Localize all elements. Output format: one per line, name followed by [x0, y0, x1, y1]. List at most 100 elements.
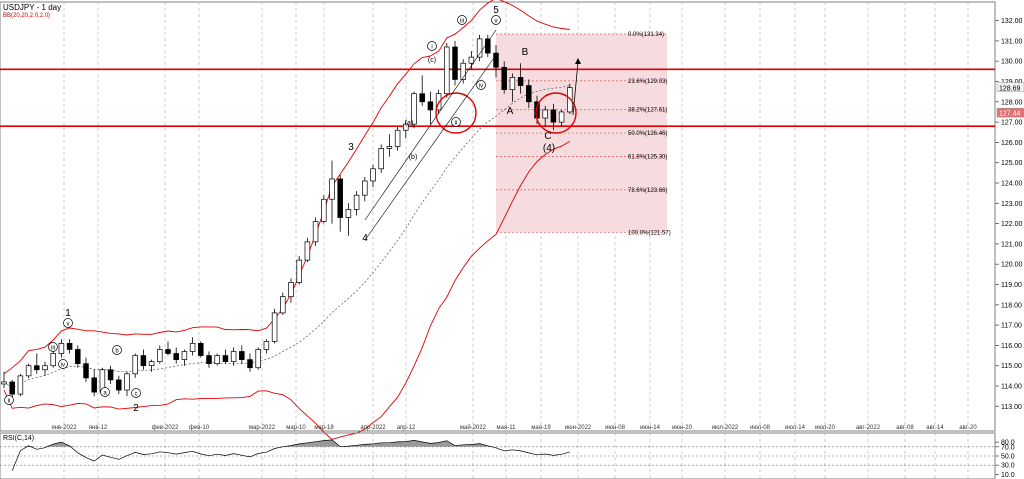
- candle-body: [476, 38, 483, 58]
- x-tick-label: июл-2022: [712, 425, 739, 431]
- candle-body: [427, 101, 434, 111]
- candle-body: [345, 209, 352, 218]
- x-tick-label: мая-11: [497, 425, 517, 431]
- y-tick-label: 122.00: [1001, 221, 1023, 228]
- price-label: 127.44: [999, 111, 1021, 118]
- fib-label: 0.0%(131.34): [628, 32, 664, 38]
- candle-body: [157, 349, 163, 362]
- candle-body: [460, 62, 466, 80]
- candle-body: [288, 282, 294, 298]
- x-tick-label: июл-14: [785, 425, 806, 431]
- wave-label: b: [115, 349, 119, 355]
- candle-body: [34, 365, 40, 371]
- candle-body: [230, 351, 237, 362]
- candle-body: [386, 146, 393, 149]
- y-tick-label: 124.00: [1001, 181, 1023, 188]
- candle-body: [173, 353, 179, 360]
- price-label: 128.69: [999, 85, 1021, 92]
- y-tick-label: 114.00: [1001, 384, 1022, 391]
- wave-label: iii: [51, 346, 55, 352]
- wave-label: 5: [493, 5, 499, 16]
- candle-body: [222, 355, 229, 362]
- x-tick-label: авг-2022: [856, 425, 881, 431]
- candle-body: [124, 373, 130, 391]
- wave-label-circle: [457, 15, 467, 25]
- rsi-tick-label: 30.0: [1001, 463, 1015, 470]
- y-tick-label: 113.00: [1001, 404, 1022, 411]
- candle-body: [329, 178, 335, 200]
- x-tick-label: апр-12: [397, 425, 416, 431]
- candle-body: [206, 355, 212, 365]
- candle-body: [214, 355, 220, 365]
- y-tick-label: 117.00: [1001, 323, 1022, 330]
- candle-body: [239, 351, 245, 360]
- wave-label-circle: [112, 345, 122, 355]
- fib-label: 38.2%(127.61): [628, 108, 667, 114]
- candle-body: [493, 52, 499, 68]
- candle-body: [468, 56, 475, 64]
- candle-body: [403, 123, 409, 131]
- fib-label: 100.0%(121.57): [628, 230, 671, 236]
- wave-label: v: [67, 322, 70, 328]
- x-tick-label: авг-20: [959, 425, 977, 431]
- x-tick-label: июн-20: [672, 425, 693, 431]
- y-tick-label: 125.00: [1001, 160, 1023, 167]
- wave-label: (a): [405, 120, 414, 127]
- rsi-tick-label: 70.0: [1001, 444, 1015, 451]
- candle-body: [485, 38, 491, 54]
- wave-label: iv: [479, 84, 483, 90]
- candle-body: [1, 381, 7, 385]
- rsi-title: RSI(C,14): [3, 435, 35, 442]
- highlight-circle: [435, 92, 477, 134]
- wave-label: ii: [455, 121, 458, 127]
- horizontal-levels: [0, 68, 995, 127]
- y-tick-label: 132.00: [1001, 18, 1023, 25]
- candle-body: [378, 148, 384, 170]
- candle-body: [312, 221, 319, 243]
- y-tick-label: 119.00: [1001, 282, 1022, 289]
- candle-body: [25, 365, 32, 377]
- wave-label-circle: [131, 388, 141, 398]
- candle-body: [165, 349, 171, 354]
- candle-body: [362, 180, 368, 196]
- y-tick-label: 120.00: [1001, 262, 1023, 269]
- price-label-box: [996, 82, 1024, 93]
- candle-body: [353, 194, 360, 210]
- x-tick-label: янв-2022: [51, 425, 77, 431]
- candle-body: [107, 369, 114, 381]
- candle-body: [567, 87, 573, 113]
- candle-body: [255, 349, 261, 369]
- wave-label: iii: [460, 19, 464, 25]
- candle-body: [550, 109, 557, 123]
- channel-line: [364, 29, 497, 221]
- wave-label: 2: [133, 403, 139, 414]
- bb-lower: [3, 141, 571, 440]
- main-panel-frame: [0, 1, 996, 432]
- candle-body: [394, 129, 401, 147]
- candle-body: [116, 379, 122, 391]
- candle-body: [66, 343, 73, 350]
- y-tick-label: 128.00: [1001, 99, 1023, 106]
- candle-body: [42, 365, 48, 371]
- wave-label: A: [507, 106, 514, 117]
- x-tick-label: авг-08: [896, 425, 914, 431]
- x-tick-label: фев-10: [189, 425, 210, 431]
- wave-label-circle: [427, 41, 437, 51]
- candle-body: [411, 93, 417, 125]
- candle-body: [9, 381, 15, 395]
- y-tick-label: 126.00: [1001, 140, 1023, 147]
- x-tick-label: мар-18: [314, 425, 334, 431]
- x-tick-label: фев-2022: [152, 425, 179, 431]
- candle-body: [263, 340, 270, 350]
- fibonacci-retracement: 0.0%(131.34) 23.6%(129.03) 38.2%(127.61) 50…: [496, 32, 671, 236]
- candle-body: [83, 363, 89, 379]
- candle-body: [370, 168, 376, 182]
- candle-body: [189, 343, 196, 352]
- candle-body: [321, 198, 327, 222]
- candle-body: [75, 349, 81, 365]
- y-tick-label: 131.00: [1001, 38, 1023, 45]
- channel-line: [364, 54, 497, 241]
- candle-body: [296, 259, 302, 283]
